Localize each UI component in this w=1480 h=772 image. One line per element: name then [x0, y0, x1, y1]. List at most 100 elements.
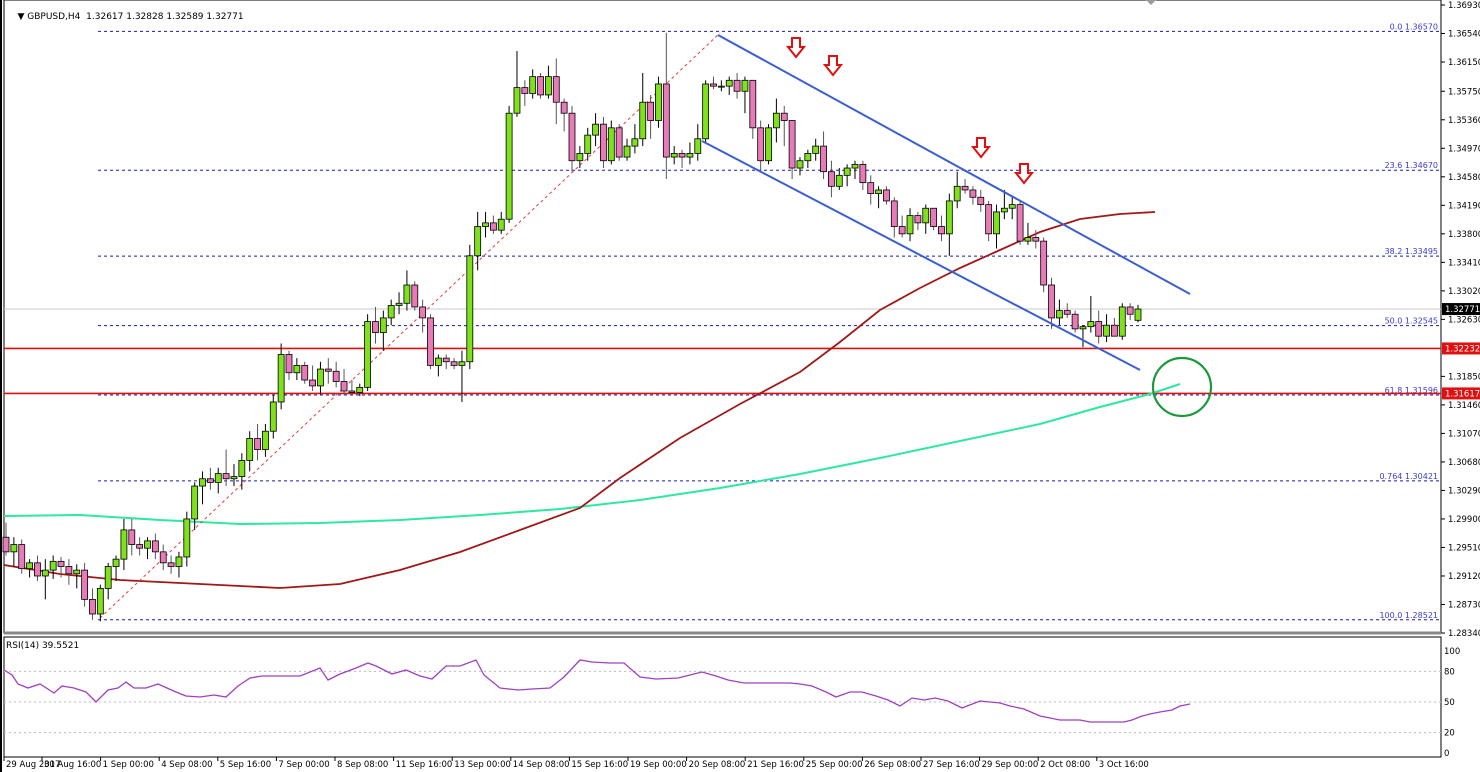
channel-lower-line[interactable]	[701, 140, 1141, 371]
bearish-candle	[151, 540, 159, 553]
bearish-candle	[89, 598, 96, 615]
time-tick-label: 3 Oct 16:00	[1099, 760, 1149, 770]
price-tick-label: 1.36930	[1448, 1, 1480, 11]
bullish-candle	[293, 365, 301, 374]
price-tick-label: 1.32630	[1448, 315, 1480, 325]
bearish-candle	[81, 569, 89, 600]
chart-shift-marker-icon[interactable]	[1146, 0, 1156, 5]
bearish-candle	[57, 560, 65, 567]
bullish-candle	[395, 302, 403, 306]
rsi-level-label: 0	[1444, 749, 1449, 759]
bearish-candle	[18, 544, 26, 570]
time-tick-label: 27 Sep 16:00	[923, 760, 980, 770]
bullish-candle	[812, 145, 820, 154]
bearish-candle	[442, 357, 450, 363]
price-tick-label: 1.29900	[1448, 515, 1480, 525]
bullish-candle	[513, 87, 521, 114]
bearish-candle	[749, 79, 757, 129]
bullish-candle	[41, 569, 49, 577]
down-arrow-icon	[970, 137, 992, 159]
down-arrow-icon	[1013, 163, 1035, 185]
fib-level-label: 0.0 1.36570	[1390, 22, 1438, 31]
bullish-candle	[466, 255, 474, 363]
price-tick-label: 1.36150	[1448, 58, 1480, 68]
bullish-candle	[49, 560, 57, 571]
bearish-candle	[537, 76, 544, 96]
bearish-candle	[985, 204, 993, 235]
bearish-candle	[285, 354, 293, 374]
bullish-candle	[922, 207, 930, 224]
bullish-candle	[403, 284, 411, 304]
bearish-candle	[930, 207, 938, 227]
price-tick-label: 1.28340	[1448, 629, 1480, 639]
bearish-candle	[898, 226, 906, 235]
bearish-candle	[159, 551, 167, 564]
time-tick-label: 30 Aug 16:00	[44, 760, 101, 770]
bearish-candle	[206, 478, 214, 483]
bearish-candle	[128, 529, 136, 545]
price-tick-label: 1.31850	[1448, 372, 1480, 382]
bullish-candle	[725, 79, 733, 87]
bullish-candle	[741, 79, 749, 92]
time-tick-label: 26 Sep 08:00	[864, 760, 921, 770]
bullish-candle	[623, 145, 631, 158]
fib-level-label: 0.764 1.30421	[1379, 472, 1438, 481]
bearish-candle	[34, 562, 41, 577]
fibonacci-retracement[interactable]: 0.0 1.36570 23.6 1.34670 38.2 1.33495 50.0 …	[98, 22, 1440, 621]
fib-level-label: 100.0 1.28521	[1379, 611, 1438, 620]
bearish-candle	[678, 153, 686, 158]
bullish-candle	[191, 485, 199, 520]
bullish-candle	[458, 361, 466, 366]
time-tick-label: 20 Sep 08:00	[689, 760, 746, 770]
bearish-candle	[324, 368, 332, 372]
price-tick-label: 1.34190	[1448, 201, 1480, 211]
bullish-candle	[505, 112, 513, 220]
bullish-candle	[175, 556, 183, 567]
time-tick-label: 29 Sep 00:00	[982, 760, 1039, 770]
bearish-candle	[890, 200, 898, 227]
support-levels[interactable]: 1.32232 1.31617	[4, 342, 1480, 400]
bullish-candle	[482, 222, 489, 227]
current-price-label: 1.32771	[1445, 305, 1480, 315]
bullish-candle	[1079, 326, 1087, 330]
price-tick-label: 1.29510	[1448, 543, 1480, 553]
bearish-candle	[552, 76, 560, 103]
chart-title: ▼ GBPUSD,H4 1.32617 1.32828 1.32589 1.32…	[6, 2, 243, 32]
channel-upper-line[interactable]	[717, 34, 1191, 295]
bearish-candle	[2, 536, 10, 553]
bearish-candle	[1032, 237, 1040, 242]
bullish-candle	[474, 226, 482, 257]
bullish-candle	[26, 562, 33, 570]
fib-level-label: 23.6 1.34670	[1385, 161, 1438, 170]
price-tick-label: 1.30290	[1448, 486, 1480, 496]
bullish-candle	[112, 558, 120, 567]
bullish-candle	[765, 127, 772, 162]
bullish-candle	[356, 386, 364, 393]
bearish-candle	[615, 127, 623, 158]
bearish-candle	[568, 112, 576, 162]
bullish-candle	[851, 163, 859, 169]
bullish-candle	[843, 167, 851, 176]
bullish-candle	[796, 160, 804, 169]
bullish-candle	[655, 83, 662, 121]
bullish-candle	[993, 211, 1000, 235]
bearish-candle	[301, 365, 309, 381]
fib-level-label: 38.2 1.33495	[1385, 247, 1438, 256]
price-axis[interactable]: 1.36930 1.36540 1.36150 1.35750 1.35360 1.349…	[1441, 1, 1480, 639]
bullish-candle	[875, 189, 882, 195]
bullish-candle	[670, 153, 678, 158]
bullish-candle	[631, 138, 639, 147]
bullish-candle	[702, 83, 710, 140]
time-tick-label: 5 Sep 16:00	[220, 760, 271, 770]
rsi-caption: RSI(14) 39.5521	[6, 641, 80, 651]
bullish-candle	[953, 185, 961, 202]
bullish-candle	[945, 200, 953, 235]
bullish-candle	[238, 460, 246, 477]
collapse-triangle-icon[interactable]: ▼	[17, 12, 28, 22]
bearish-candle	[427, 317, 434, 366]
bearish-candle	[340, 381, 348, 392]
price-tick-label: 1.34580	[1448, 173, 1480, 183]
